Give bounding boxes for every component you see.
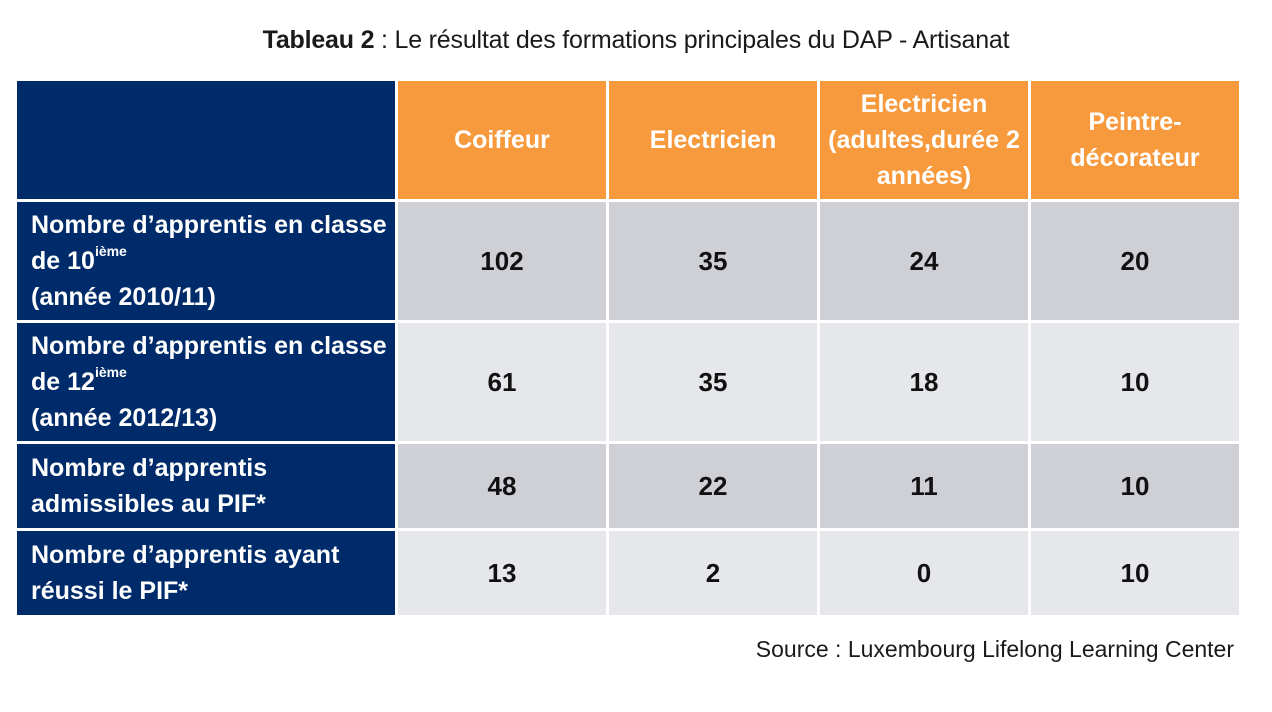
table-row: Nombre d’apprentis en classe de 12ième (a… [17,323,1239,441]
table-cell: 48 [398,444,606,528]
table-cell: 10 [1031,323,1239,441]
table-cell: 61 [398,323,606,441]
caption-separator: : [374,26,395,54]
column-header-label: Electricien (adultes,durée 2 années) [828,90,1020,190]
column-header-label: Peintre-décorateur [1070,108,1200,172]
row-header-superscript: ième [94,364,127,380]
table-cell: 0 [820,531,1028,615]
column-header-electricien-adultes: Electricien (adultes,durée 2 années) [820,81,1028,199]
row-header: Nombre d’apprentis en classe de 10ième (a… [17,202,395,320]
row-header-superscript: ième [94,243,127,259]
table-caption: Tableau 2 : Le résultat des formations p… [0,26,1272,55]
header-row: Coiffeur Electricien Electricien (adulte… [17,81,1239,199]
caption-label: Tableau 2 [262,26,375,54]
table-cell: 13 [398,531,606,615]
row-header: Nombre d’apprentis en classe de 12ième (a… [17,323,395,441]
table-row: Nombre d’apprentis en classe de 10ième (a… [17,202,1239,320]
source-note: Source : Luxembourg Lifelong Learning Ce… [755,636,1234,662]
row-header-year: (année 2010/11) [31,283,216,311]
corner-cell [17,81,395,199]
column-header-electricien: Electricien [609,81,817,199]
row-header-text: Nombre d’apprentis en classe de 10 [31,211,387,275]
row-header-year: (année 2012/13) [31,404,218,432]
table-cell: 11 [820,444,1028,528]
table-row: Nombre d’apprentis admissibles au PIF* 4… [17,444,1239,528]
results-table: Coiffeur Electricien Electricien (adulte… [14,78,1242,618]
table-cell: 35 [609,202,817,320]
table-cell: 2 [609,531,817,615]
row-header: Nombre d’apprentis ayant réussi le PIF* [17,531,395,615]
column-header-label: Coiffeur [454,126,550,154]
table-cell: 10 [1031,444,1239,528]
row-header: Nombre d’apprentis admissibles au PIF* [17,444,395,528]
table-cell: 18 [820,323,1028,441]
column-header-peintre-decorateur: Peintre-décorateur [1031,81,1239,199]
row-header-text: Nombre d’apprentis en classe de 12 [31,332,387,396]
column-header-coiffeur: Coiffeur [398,81,606,199]
caption-text: Le résultat des formations principales d… [394,26,1010,54]
table-row: Nombre d’apprentis ayant réussi le PIF* … [17,531,1239,615]
table-cell: 10 [1031,531,1239,615]
table-cell: 35 [609,323,817,441]
table-cell: 22 [609,444,817,528]
table-cell: 24 [820,202,1028,320]
table-cell: 102 [398,202,606,320]
table-cell: 20 [1031,202,1239,320]
column-header-label: Electricien [649,126,777,154]
